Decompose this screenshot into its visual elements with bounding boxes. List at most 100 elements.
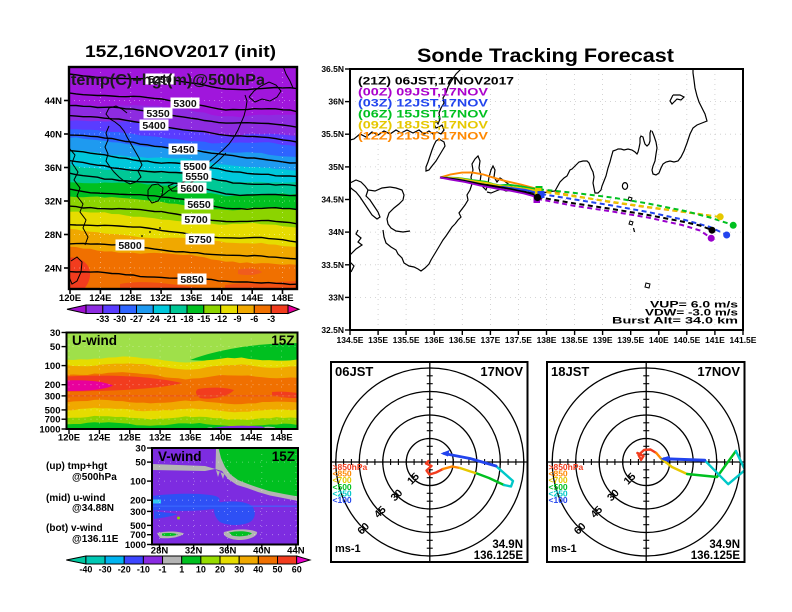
- svg-text:-9: -9: [233, 314, 241, 324]
- svg-text:139.5E: 139.5E: [617, 335, 644, 345]
- svg-text:30: 30: [135, 444, 146, 455]
- svg-text:36.5N: 36.5N: [321, 64, 344, 74]
- svg-text:148E: 148E: [270, 433, 292, 444]
- svg-text:136E: 136E: [179, 433, 201, 444]
- svg-text:32.5N: 32.5N: [321, 325, 344, 335]
- svg-text:U-wind: U-wind: [72, 333, 117, 348]
- svg-text:40N: 40N: [45, 130, 63, 141]
- svg-text:-30: -30: [113, 314, 126, 324]
- svg-text:-33: -33: [96, 314, 109, 324]
- svg-text:10: 10: [196, 565, 206, 575]
- svg-text:34.5N: 34.5N: [321, 195, 344, 205]
- svg-text:300: 300: [130, 507, 146, 518]
- svg-text:>850hPa: >850hPa: [549, 462, 584, 472]
- svg-text:5400: 5400: [142, 120, 166, 132]
- svg-text:-27: -27: [130, 314, 143, 324]
- svg-text:-3: -3: [267, 314, 275, 324]
- svg-text:-6: -6: [250, 314, 258, 324]
- svg-text:200: 200: [130, 496, 146, 507]
- svg-text:5300: 5300: [173, 98, 197, 110]
- svg-text:141.5E: 141.5E: [730, 335, 757, 345]
- svg-text:-10: -10: [137, 565, 150, 575]
- svg-text:@500hPa: @500hPa: [72, 472, 117, 483]
- svg-text:15Z,16NOV2017 (init): 15Z,16NOV2017 (init): [85, 42, 276, 61]
- svg-text:144E: 144E: [241, 293, 263, 304]
- svg-text:@136.11E: @136.11E: [72, 534, 119, 545]
- svg-text:<850: <850: [333, 469, 352, 479]
- svg-text:44N: 44N: [287, 546, 305, 557]
- svg-text:-24: -24: [147, 314, 160, 324]
- svg-text:5700: 5700: [184, 214, 208, 226]
- svg-text:40: 40: [253, 565, 263, 575]
- svg-text:-18: -18: [180, 314, 193, 324]
- svg-text:@34.88N: @34.88N: [72, 503, 114, 514]
- svg-text:44N: 44N: [45, 96, 63, 107]
- svg-text:(21Z) 06JST,17NOV2017: (21Z) 06JST,17NOV2017: [358, 76, 514, 88]
- svg-text:137.5E: 137.5E: [505, 335, 532, 345]
- svg-text:1000: 1000: [39, 425, 60, 436]
- svg-text:128E: 128E: [119, 433, 141, 444]
- svg-text:500: 500: [130, 521, 146, 532]
- svg-text:(03Z) 12JST,17NOV: (03Z) 12JST,17NOV: [358, 98, 489, 110]
- svg-text:141E: 141E: [705, 335, 725, 345]
- svg-text:50: 50: [272, 565, 282, 575]
- svg-text:<500: <500: [333, 482, 352, 492]
- svg-text:60: 60: [292, 565, 302, 575]
- svg-text:temp(C)+hgt(m)@500hPa: temp(C)+hgt(m)@500hPa: [71, 72, 265, 89]
- svg-text:20: 20: [215, 565, 225, 575]
- svg-text:700: 700: [130, 530, 146, 541]
- svg-text:(bot) v-wind: (bot) v-wind: [46, 523, 103, 534]
- svg-text:5850: 5850: [180, 274, 204, 286]
- svg-text:-15: -15: [197, 314, 210, 324]
- svg-text:120E: 120E: [58, 433, 80, 444]
- svg-text:5500: 5500: [183, 161, 207, 173]
- svg-text:30: 30: [50, 328, 61, 339]
- svg-text:V-wind: V-wind: [158, 449, 202, 464]
- svg-text:(00Z) 09JST,17NOV: (00Z) 09JST,17NOV: [358, 87, 489, 99]
- svg-text:33.5N: 33.5N: [321, 260, 344, 270]
- svg-text:140.5E: 140.5E: [673, 335, 700, 345]
- svg-text:700: 700: [45, 415, 61, 426]
- svg-text:17NOV: 17NOV: [697, 364, 740, 379]
- svg-text:136E: 136E: [424, 335, 444, 345]
- svg-text:50: 50: [50, 342, 61, 353]
- svg-text:VDW= -3.0 m/s: VDW= -3.0 m/s: [645, 308, 738, 319]
- svg-text:18JST: 18JST: [551, 364, 589, 379]
- svg-text:<100: <100: [333, 495, 352, 505]
- svg-text:35.5N: 35.5N: [321, 129, 344, 139]
- svg-text:24N: 24N: [45, 264, 63, 275]
- svg-text:-1: -1: [158, 565, 166, 575]
- svg-text:140E: 140E: [649, 335, 669, 345]
- svg-text:138.5E: 138.5E: [561, 335, 588, 345]
- svg-text:>850hPa: >850hPa: [333, 462, 368, 472]
- svg-text:136.5E: 136.5E: [449, 335, 476, 345]
- svg-text:135.5E: 135.5E: [393, 335, 420, 345]
- svg-text:135E: 135E: [368, 335, 388, 345]
- svg-text:15Z: 15Z: [272, 449, 295, 464]
- svg-text:<100: <100: [549, 495, 568, 505]
- svg-text:148E: 148E: [271, 293, 293, 304]
- svg-text:136.125E: 136.125E: [474, 550, 524, 562]
- svg-text:5350: 5350: [146, 108, 170, 120]
- svg-text:(09Z) 18JST,17NOV: (09Z) 18JST,17NOV: [358, 120, 489, 132]
- svg-text:15: 15: [405, 470, 422, 487]
- svg-text:(06Z) 15JST,17NOV: (06Z) 15JST,17NOV: [358, 109, 489, 121]
- svg-text:-40: -40: [79, 565, 92, 575]
- svg-text:ms-1: ms-1: [551, 543, 577, 555]
- svg-text:(up) tmp+hgt: (up) tmp+hgt: [46, 461, 108, 472]
- svg-text:5250: 5250: [148, 74, 172, 86]
- svg-text:34N: 34N: [328, 227, 344, 237]
- svg-text:5650: 5650: [187, 199, 211, 211]
- svg-text:32N: 32N: [45, 197, 63, 208]
- svg-text:200: 200: [45, 380, 61, 391]
- svg-text:5750: 5750: [188, 234, 212, 246]
- svg-text:36N: 36N: [328, 97, 344, 107]
- svg-text:(12Z) 21JST,17NOV: (12Z) 21JST,17NOV: [358, 131, 489, 143]
- svg-text:1: 1: [179, 565, 184, 575]
- svg-text:144E: 144E: [240, 433, 262, 444]
- svg-text:<250: <250: [333, 488, 352, 498]
- svg-text:Sonde Tracking Forecast: Sonde Tracking Forecast: [417, 46, 675, 67]
- svg-text:28N: 28N: [45, 230, 63, 241]
- svg-text:136E: 136E: [180, 293, 202, 304]
- svg-text:<850: <850: [549, 469, 568, 479]
